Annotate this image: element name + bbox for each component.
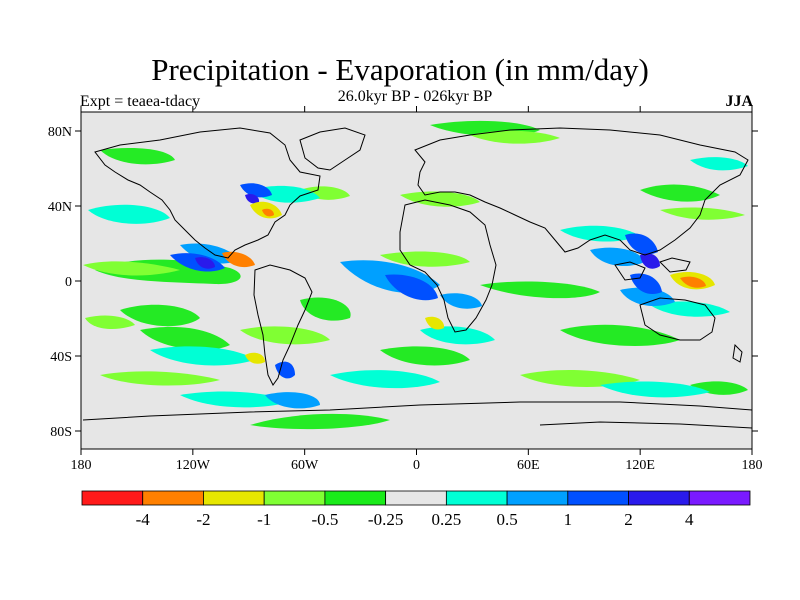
colorbar-label: -0.5 (311, 510, 338, 529)
anomaly-field (83, 120, 748, 430)
colorbar-label: -0.25 (368, 510, 403, 529)
colorbar-label: 1 (564, 510, 573, 529)
colorbar-label: 0.25 (431, 510, 461, 529)
plot-title: Precipitation - Evaporation (in mm/day) (151, 52, 649, 87)
colorbar-swatch (142, 490, 204, 506)
colorbar-label: 0.5 (496, 510, 517, 529)
lat-tick-label: 40S (50, 350, 72, 365)
colorbar-swatch (688, 490, 751, 506)
experiment-label: Expt = teaea-tdacy (80, 93, 201, 110)
latitude-axis: 80N 40N 0 40S 80S (48, 125, 758, 440)
season-label: JJA (725, 93, 753, 110)
colorbar-label: -1 (257, 510, 271, 529)
lon-tick-label: 60W (291, 458, 319, 473)
colorbar-swatch (324, 490, 387, 506)
colorbar: -4 -2 -1 -0.5 -0.25 0.25 0.5 1 2 4 (81, 490, 751, 529)
lon-tick-label: 180 (742, 458, 763, 473)
longitude-axis: 180 120W 60W 0 60E 120E 180 (71, 106, 763, 473)
colorbar-swatch (263, 490, 326, 506)
colorbar-label: 4 (685, 510, 694, 529)
lat-tick-label: 80N (48, 125, 72, 140)
lon-tick-label: 0 (413, 458, 420, 473)
colorbar-swatch (567, 490, 629, 506)
colorbar-label: 2 (624, 510, 633, 529)
lon-tick-label: 180 (71, 458, 92, 473)
colorbar-swatch (628, 490, 690, 506)
colorbar-swatch (81, 490, 144, 506)
lat-tick-label: 80S (50, 425, 72, 440)
lon-tick-label: 120E (625, 458, 655, 473)
colorbar-label: -4 (136, 510, 151, 529)
lon-tick-label: 120W (176, 458, 211, 473)
colorbar-swatch (506, 490, 569, 506)
colorbar-label: -2 (196, 510, 210, 529)
coastlines (82, 127, 752, 429)
colorbar-swatch (203, 490, 265, 506)
lat-tick-label: 40N (48, 200, 72, 215)
colorbar-swatch (385, 490, 447, 506)
plot-subtitle: 26.0kyr BP - 026kyr BP (337, 88, 493, 105)
lon-tick-label: 60E (517, 458, 540, 473)
lat-tick-label: 0 (65, 275, 72, 290)
colorbar-swatch (445, 490, 508, 506)
